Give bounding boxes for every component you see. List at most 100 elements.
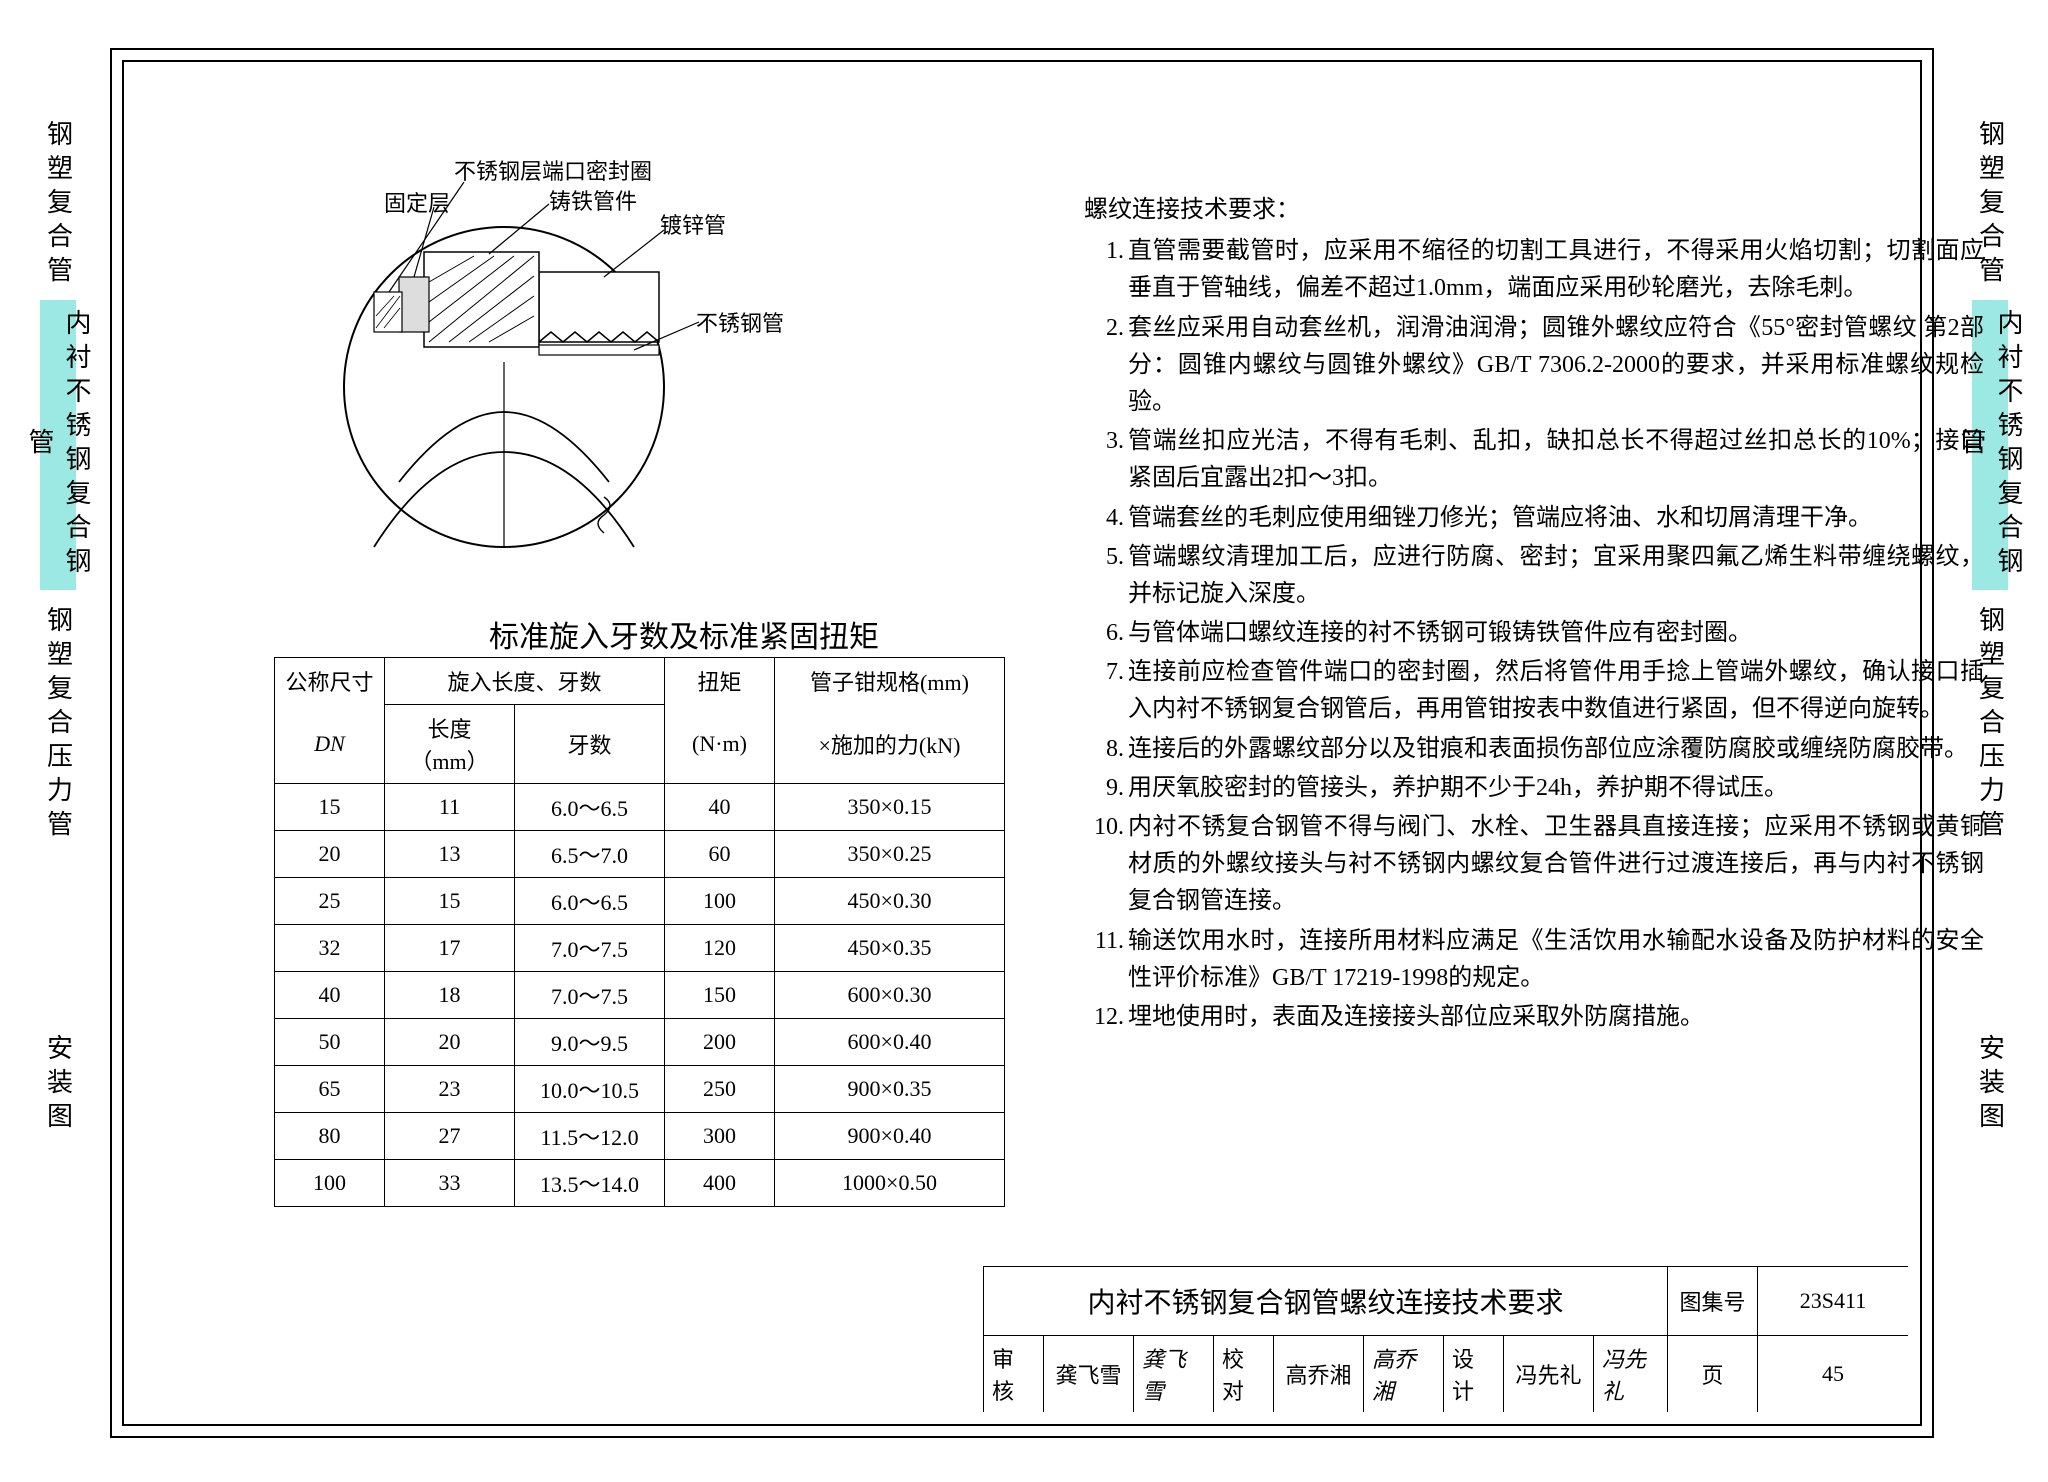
requirement-number: 11.	[1084, 923, 1128, 997]
side-label-left-4: 安装图	[40, 1020, 76, 1150]
th-dn-sub: DN	[275, 705, 385, 784]
table-cell: 300	[665, 1113, 775, 1160]
table-cell: 40	[275, 972, 385, 1019]
requirement-number: 2.	[1084, 310, 1128, 422]
table-cell: 400	[665, 1160, 775, 1207]
outer-frame: 不锈钢层端口密封圈 固定层 铸铁管件 镀锌管 不锈钢管 标准旋入牙数及标准紧固扭…	[110, 48, 1934, 1438]
requirement-text: 直管需要截管时，应采用不缩径的切割工具进行，不得采用火焰切割；切割面应垂直于管轴…	[1128, 233, 1984, 307]
requirement-number: 9.	[1084, 770, 1128, 807]
requirements-list: 1.直管需要截管时，应采用不缩径的切割工具进行，不得采用火焰切割；切割面应垂直于…	[1084, 233, 1984, 1036]
table-cell: 25	[275, 878, 385, 925]
requirement-number: 1.	[1084, 233, 1128, 307]
requirement-item: 3.管端丝扣应光洁，不得有毛刺、乱扣，缺扣总长不得超过丝扣总长的10%；接口紧固…	[1084, 423, 1984, 497]
table-cell: 40	[665, 784, 775, 831]
review-name: 龚飞雪	[1044, 1336, 1134, 1412]
th-teeth: 牙数	[515, 705, 665, 784]
requirement-item: 5.管端螺纹清理加工后，应进行防腐、密封；宜采用聚四氟乙烯生料带缠绕螺纹，并标记…	[1084, 539, 1984, 613]
requirement-text: 套丝应采用自动套丝机，润滑油润滑；圆锥外螺纹应符合《55°密封管螺纹 第2部分：…	[1128, 310, 1984, 422]
requirement-text: 管端套丝的毛刺应使用细锉刀修光；管端应将油、水和切屑清理干净。	[1128, 500, 1984, 537]
review-label: 审核	[984, 1336, 1044, 1412]
diagram-label-seal-ring: 不锈钢层端口密封圈	[454, 154, 652, 186]
requirement-item: 6.与管体端口螺纹连接的衬不锈钢可锻铸铁管件应有密封圈。	[1084, 615, 1984, 652]
table-cell: 18	[385, 972, 515, 1019]
table-cell: 27	[385, 1113, 515, 1160]
requirement-item: 9.用厌氧胶密封的管接头，养护期不少于24h，养护期不得试压。	[1084, 770, 1984, 807]
requirement-item: 12.埋地使用时，表面及连接接头部位应采取外防腐措施。	[1084, 999, 1984, 1036]
requirement-number: 6.	[1084, 615, 1128, 652]
requirement-item: 11.输送饮用水时，连接所用材料应满足《生活饮用水输配水设备及防护材料的安全性评…	[1084, 923, 1984, 997]
table-row: 20136.5～7.060350×0.25	[275, 831, 1005, 878]
side-label-left-3: 钢塑复合压力管	[40, 600, 76, 850]
torque-table: 公称尺寸 旋入长度、牙数 扭矩 管子钳规格(mm) DN 长度（mm） 牙数 (…	[274, 657, 1005, 1207]
requirement-text: 输送饮用水时，连接所用材料应满足《生活饮用水输配水设备及防护材料的安全性评价标准…	[1128, 923, 1984, 997]
requirement-item: 8.连接后的外露螺纹部分以及钳痕和表面损伤部位应涂覆防腐胶或缠绕防腐胶带。	[1084, 731, 1984, 768]
check-name: 高乔湘	[1274, 1336, 1364, 1412]
requirement-text: 埋地使用时，表面及连接接头部位应采取外防腐措施。	[1128, 999, 1984, 1036]
table-cell: 11.5～12.0	[515, 1113, 665, 1160]
table-cell: 6.0～6.5	[515, 784, 665, 831]
diagram-label-galv: 镀锌管	[660, 208, 726, 240]
side-label-left-2: 内衬不锈钢复合钢管	[40, 300, 76, 590]
table-cell: 900×0.35	[775, 1066, 1005, 1113]
table-cell: 80	[275, 1113, 385, 1160]
th-screw-group: 旋入长度、牙数	[385, 658, 665, 705]
table-cell: 350×0.25	[775, 831, 1005, 878]
table-cell: 250	[665, 1066, 775, 1113]
table-row: 1003313.5～14.04001000×0.50	[275, 1160, 1005, 1207]
requirement-item: 2.套丝应采用自动套丝机，润滑油润滑；圆锥外螺纹应符合《55°密封管螺纹 第2部…	[1084, 310, 1984, 422]
table-row: 25156.0～6.5100450×0.30	[275, 878, 1005, 925]
requirements-title: 螺纹连接技术要求：	[1084, 192, 1984, 229]
side-label-left-1: 钢塑复合管	[40, 120, 76, 290]
requirement-item: 1.直管需要截管时，应采用不缩径的切割工具进行，不得采用火焰切割；切割面应垂直于…	[1084, 233, 1984, 307]
requirement-item: 4.管端套丝的毛刺应使用细锉刀修光；管端应将油、水和切屑清理干净。	[1084, 500, 1984, 537]
table-cell: 13	[385, 831, 515, 878]
table-cell: 1000×0.50	[775, 1160, 1005, 1207]
table-cell: 60	[665, 831, 775, 878]
review-sig: 龚飞雪	[1134, 1336, 1214, 1412]
requirement-number: 4.	[1084, 500, 1128, 537]
requirement-item: 7.连接前应检查管件端口的密封圈，然后将管件用手捻上管端外螺纹，确认接口插入内衬…	[1084, 654, 1984, 728]
diagram-label-cast-iron: 铸铁管件	[549, 184, 637, 216]
title-block: 内衬不锈钢复合钢管螺纹连接技术要求 图集号 23S411 审核 龚飞雪 龚飞雪 …	[983, 1266, 1908, 1412]
table-cell: 600×0.30	[775, 972, 1005, 1019]
table-cell: 20	[275, 831, 385, 878]
table-cell: 15	[275, 784, 385, 831]
th-tool: 管子钳规格(mm)	[775, 658, 1005, 705]
connection-diagram: 不锈钢层端口密封圈 固定层 铸铁管件 镀锌管 不锈钢管	[304, 152, 804, 582]
table-cell: 900×0.40	[775, 1113, 1005, 1160]
table-cell: 20	[385, 1019, 515, 1066]
table-cell: 200	[665, 1019, 775, 1066]
requirement-text: 连接前应检查管件端口的密封圈，然后将管件用手捻上管端外螺纹，确认接口插入内衬不锈…	[1128, 654, 1984, 728]
design-name: 冯先礼	[1504, 1336, 1594, 1412]
table-cell: 100	[275, 1160, 385, 1207]
requirements-block: 螺纹连接技术要求： 1.直管需要截管时，应采用不缩径的切割工具进行，不得采用火焰…	[1084, 192, 1984, 1038]
requirement-text: 内衬不锈复合钢管不得与阀门、水栓、卫生器具直接连接；应采用不锈钢或黄铜材质的外螺…	[1128, 809, 1984, 921]
table-cell: 11	[385, 784, 515, 831]
requirement-text: 管端螺纹清理加工后，应进行防腐、密封；宜采用聚四氟乙烯生料带缠绕螺纹，并标记旋入…	[1128, 539, 1984, 613]
requirement-number: 3.	[1084, 423, 1128, 497]
table-cell: 450×0.30	[775, 878, 1005, 925]
requirement-number: 7.	[1084, 654, 1128, 728]
th-tool-sub: ×施加的力(kN)	[775, 705, 1005, 784]
requirement-number: 8.	[1084, 731, 1128, 768]
th-torque: 扭矩	[665, 658, 775, 705]
inner-frame: 不锈钢层端口密封圈 固定层 铸铁管件 镀锌管 不锈钢管 标准旋入牙数及标准紧固扭…	[122, 60, 1922, 1426]
set-label: 图集号	[1668, 1267, 1758, 1335]
page-label: 页	[1668, 1336, 1758, 1412]
design-sig: 冯先礼	[1594, 1336, 1668, 1412]
table-row: 802711.5～12.0300900×0.40	[275, 1113, 1005, 1160]
table-cell: 13.5～14.0	[515, 1160, 665, 1207]
table-cell: 7.0～7.5	[515, 925, 665, 972]
table-cell: 65	[275, 1066, 385, 1113]
table-cell: 450×0.35	[775, 925, 1005, 972]
table-cell: 350×0.15	[775, 784, 1005, 831]
requirement-text: 连接后的外露螺纹部分以及钳痕和表面损伤部位应涂覆防腐胶或缠绕防腐胶带。	[1128, 731, 1984, 768]
side-label-right-4: 安装图	[1972, 1020, 2008, 1150]
table-cell: 100	[665, 878, 775, 925]
table-cell: 50	[275, 1019, 385, 1066]
table-cell: 33	[385, 1160, 515, 1207]
table-cell: 6.5～7.0	[515, 831, 665, 878]
page-no: 45	[1758, 1336, 1908, 1412]
check-sig: 高乔湘	[1364, 1336, 1444, 1412]
diagram-label-fixed: 固定层	[384, 186, 450, 218]
